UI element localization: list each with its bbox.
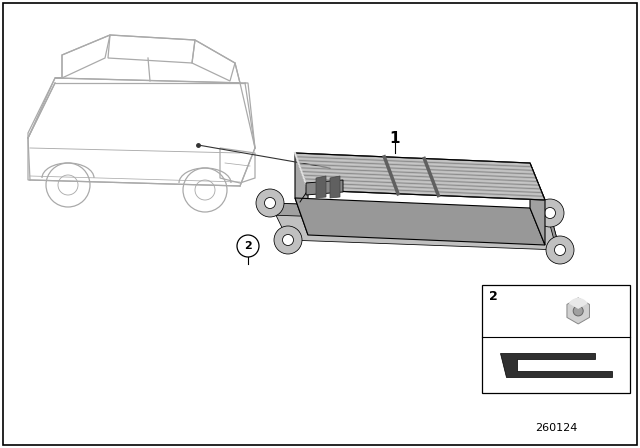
Text: 2: 2 [489,290,498,303]
Polygon shape [530,163,545,245]
Polygon shape [295,198,545,245]
Polygon shape [295,153,545,200]
Polygon shape [295,153,308,235]
Polygon shape [567,298,589,324]
Polygon shape [550,213,560,262]
Text: 1: 1 [390,130,400,146]
Polygon shape [270,203,550,225]
Circle shape [256,189,284,217]
Circle shape [274,226,302,254]
Circle shape [282,234,294,246]
Wedge shape [569,298,588,309]
Polygon shape [306,180,343,195]
Polygon shape [330,176,340,198]
Text: 260124: 260124 [535,423,577,433]
Bar [482,285,630,393]
Circle shape [536,199,564,227]
Circle shape [264,198,275,208]
Circle shape [545,207,556,219]
Circle shape [546,236,574,264]
Polygon shape [316,176,326,198]
Text: 2: 2 [244,241,252,251]
Polygon shape [500,353,612,377]
Polygon shape [270,203,560,250]
Circle shape [573,306,583,316]
Circle shape [554,245,566,255]
Circle shape [237,235,259,257]
